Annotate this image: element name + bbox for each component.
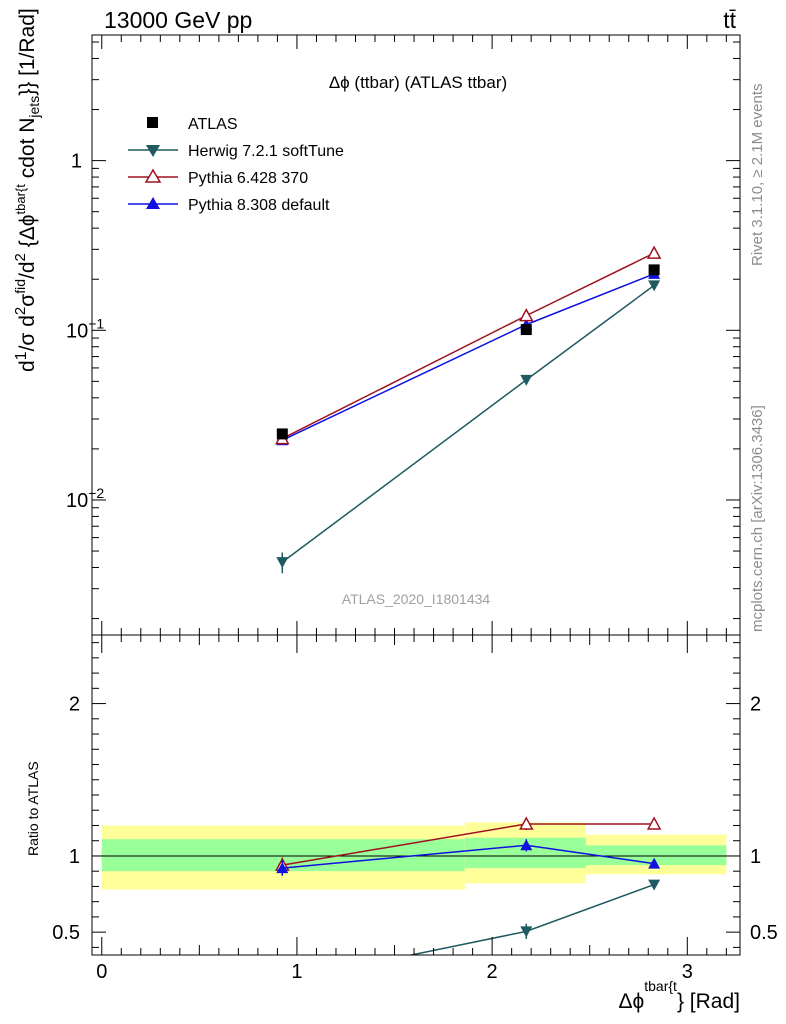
series-line xyxy=(281,284,655,563)
ratio-y-tick-label: 0.5 xyxy=(52,922,80,944)
rivet-version-label: Rivet 3.1.10, ≥ 2.1M events xyxy=(749,84,766,267)
series-pythia-8-308-default xyxy=(276,267,661,446)
ratio-point xyxy=(276,862,289,874)
ratio-y-tick-label-right: 1 xyxy=(750,846,761,868)
ratio-plot-frame xyxy=(91,634,741,956)
legend-marker-atlas xyxy=(147,117,158,128)
legend-marker-herwig xyxy=(146,145,160,157)
ratio-point xyxy=(519,816,534,830)
legend-entry-pythia8: Pythia 8.308 default xyxy=(128,197,330,214)
ratio-line xyxy=(407,883,655,955)
ratio-point xyxy=(276,977,288,988)
x-tick-label: 3 xyxy=(682,961,693,983)
x-tick-label: 1 xyxy=(291,961,302,983)
series-line xyxy=(281,252,655,440)
data-point xyxy=(646,245,662,259)
data-point xyxy=(520,374,533,386)
legend-label-herwig: Herwig 7.2.1 softTune xyxy=(188,143,344,160)
x-axis-label: Δϕtbar{t} [Rad] xyxy=(618,978,740,1013)
legend-marker-pythia6 xyxy=(144,168,162,183)
main-plot-panel: Δϕ (ttbar) (ATLAS ttbar) ATLAS_2020_I180… xyxy=(12,8,741,636)
svg-text:Δϕtbar{t} [Rad]: Δϕtbar{t} [Rad] xyxy=(618,978,740,1013)
ratio-point xyxy=(648,879,661,891)
series-pythia-6-428-370 xyxy=(275,245,662,445)
ratio-series-herwig-7-2-1-softtune xyxy=(276,879,661,988)
ratio-series-pythia-8-308-default xyxy=(276,839,661,876)
main-plot-title: Δϕ (ttbar) (ATLAS ttbar) xyxy=(329,73,507,92)
data-point xyxy=(276,557,289,569)
x-tick-label: 0 xyxy=(96,961,107,983)
main-y-tick-label: 10−1 xyxy=(66,315,104,342)
ratio-point xyxy=(520,926,533,938)
mcplots-label: mcplots.cern.ch [arXiv:1306.3436] xyxy=(749,405,766,632)
legend-entry-pythia6: Pythia 6.428 370 xyxy=(128,168,308,187)
main-y-tick-label: 10−2 xyxy=(66,485,104,512)
ratio-plot-panel: 0.5 0.5 1 1 2 2 0 1 2 3 Ratio to ATLAS Δϕtbar{t}… xyxy=(25,634,778,1013)
ratio-point xyxy=(520,839,533,851)
data-point xyxy=(648,264,660,276)
ratio-y-tick-label: 2 xyxy=(69,694,80,716)
watermark: ATLAS_2020_I1801434 xyxy=(342,591,491,607)
legend-entry-herwig: Herwig 7.2.1 softTune xyxy=(128,143,344,160)
series-line xyxy=(281,273,655,441)
ratio-point xyxy=(646,816,662,830)
x-tick-label: 2 xyxy=(487,961,498,983)
header-process: tt̄ xyxy=(723,7,736,33)
data-point xyxy=(648,280,661,292)
legend-entry-atlas: ATLAS xyxy=(147,116,238,133)
svg-text:d1/σ d2σfid/d2 {Δϕtbar{t cdot: d1/σ d2σfid/d2 {Δϕtbar{t cdot Njets}} [1… xyxy=(12,8,42,372)
series-herwig-7-2-1-softtune xyxy=(276,280,661,574)
ratio-y-tick-label-right: 0.5 xyxy=(750,922,778,944)
legend: ATLAS Herwig 7.2.1 softTune Pythia 6.428… xyxy=(128,116,344,214)
ratio-y-axis-label: Ratio to ATLAS xyxy=(25,761,41,856)
uncertainty-band-green xyxy=(585,845,727,866)
ratio-point xyxy=(648,857,661,869)
data-point xyxy=(520,324,532,336)
main-y-axis-label: d1/σ d2σfid/d2 {Δϕtbar{t cdot Njets}} [1… xyxy=(12,8,42,372)
legend-label-pythia8: Pythia 8.308 default xyxy=(188,197,330,214)
legend-label-atlas: ATLAS xyxy=(188,116,238,133)
legend-label-pythia6: Pythia 6.428 370 xyxy=(188,170,308,187)
series-atlas xyxy=(276,264,660,440)
ratio-y-tick-label: 1 xyxy=(69,846,80,868)
legend-marker-pythia8 xyxy=(146,197,160,209)
ratio-y-tick-label-right: 2 xyxy=(750,694,761,716)
data-point xyxy=(276,428,288,440)
data-point xyxy=(519,308,534,322)
header-energy: 13000 GeV pp xyxy=(104,7,252,33)
main-y-tick-label: 1 xyxy=(71,151,82,173)
